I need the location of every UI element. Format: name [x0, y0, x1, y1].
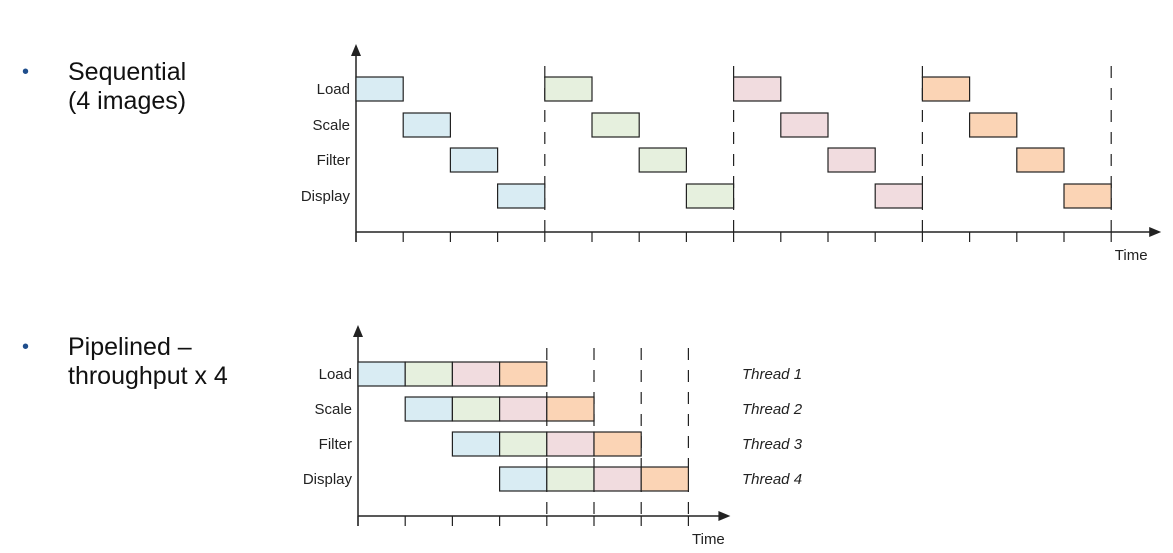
thread-label: Thread 4: [742, 471, 802, 488]
stage-box: [968, 112, 1018, 138]
x-axis-arrow: [718, 511, 731, 521]
stage-box: [546, 431, 595, 457]
bullet-dot: •: [22, 336, 30, 358]
pipelined-diagram: Load Scale Filter Display Thread 1 Thread 2 Th…: [303, 325, 803, 548]
stage-box: [451, 361, 501, 387]
stage-box: [546, 466, 595, 492]
row-label: Filter: [319, 436, 352, 453]
stage-box: [357, 361, 406, 387]
stage-box: [404, 361, 454, 387]
row-label: Filter: [317, 152, 350, 169]
stage-box: [1016, 147, 1065, 173]
stage-box: [499, 431, 548, 457]
y-axis-arrow: [353, 325, 363, 337]
stage-box: [921, 76, 971, 102]
stage-box: [638, 147, 688, 173]
stage-box: [827, 147, 876, 173]
row-label: Display: [301, 188, 351, 205]
stage-box: [593, 431, 642, 457]
time-label: Time: [1115, 247, 1148, 264]
row-label: Load: [319, 366, 352, 383]
row-label: Load: [317, 81, 350, 98]
stage-box: [402, 112, 452, 138]
stage-box: [591, 112, 640, 138]
stage-box: [780, 112, 829, 138]
row-label: Scale: [314, 401, 352, 418]
pipelined-bullet: • Pipelined – throughput x 4: [22, 333, 228, 391]
stage-box: [685, 183, 735, 209]
stage-box: [449, 147, 499, 173]
thread-label: Thread 3: [742, 436, 803, 453]
stage-box: [544, 76, 593, 102]
stage-box: [497, 183, 546, 209]
row-label: Scale: [312, 117, 350, 134]
stage-box: [451, 431, 501, 457]
stage-box: [732, 76, 782, 102]
time-label: Time: [692, 531, 725, 548]
x-axis-arrow: [1149, 227, 1162, 237]
pipelined-bullet-text: Pipelined – throughput x 4: [68, 333, 228, 390]
thread-label: Thread 1: [742, 366, 802, 383]
stage-box: [546, 396, 595, 422]
stage-box: [355, 76, 404, 102]
stage-box: [451, 396, 501, 422]
sequential-diagram: Load Scale Filter Display Time: [301, 44, 1162, 264]
row-label: Display: [303, 471, 353, 488]
bullet-dot: •: [22, 61, 30, 83]
thread-label: Thread 2: [742, 401, 803, 418]
stage-box: [499, 466, 548, 492]
y-axis-arrow: [351, 44, 361, 56]
stage-box: [404, 396, 454, 422]
sequential-bullet: • Sequential (4 images): [22, 58, 186, 116]
stage-box: [1063, 183, 1112, 209]
stage-box: [874, 183, 924, 209]
stage-box: [593, 466, 642, 492]
sequential-bullet-text: Sequential (4 images): [68, 58, 187, 115]
stage-box: [499, 361, 548, 387]
stage-box: [499, 396, 548, 422]
stage-box: [640, 466, 690, 492]
